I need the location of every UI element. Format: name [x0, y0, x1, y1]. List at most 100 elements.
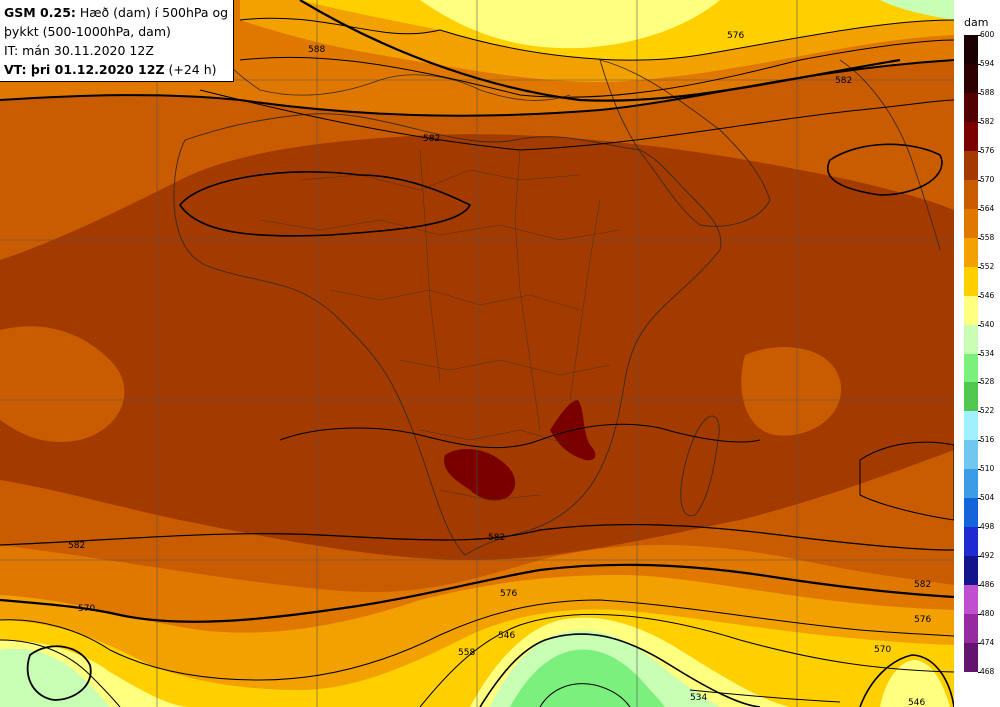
colorbar-tick: [978, 150, 981, 152]
field-546-552-north: [420, 0, 720, 49]
title-row: GSM 0.25: Hæð (dam) í 500hPa og: [4, 3, 229, 22]
title-line2: þykkt (500-1000hPa, dam): [4, 24, 171, 39]
madagascar-coastline: [680, 415, 720, 517]
contour-588-india: [827, 143, 943, 196]
colorbar-segment: [964, 353, 978, 383]
field-pocket-west: [0, 326, 125, 442]
colorbar-segment: [964, 498, 978, 528]
colorbar-tick: [978, 556, 981, 558]
colorbar-tick: [978, 179, 981, 181]
lead-time: (+24 h): [164, 62, 217, 77]
africa-coastline: [173, 113, 722, 556]
colorbar-label: 582: [980, 116, 995, 126]
colorbar-segment: [964, 295, 978, 326]
colorbar-label: 564: [980, 203, 995, 213]
colorbar-label: 534: [980, 348, 995, 358]
contours: [0, 0, 954, 707]
contour-label: 582: [835, 76, 852, 86]
valid-time: VT: þri 01.12.2020 12Z: [4, 62, 165, 77]
colorbar-label: 486: [980, 580, 995, 590]
contour-570-north: [239, 39, 954, 98]
colorbar-segment: [964, 382, 978, 412]
colorbar-tick: [978, 614, 981, 616]
colorbar-tick: [978, 498, 981, 500]
contour-label: 576: [500, 589, 517, 599]
colorbar-segment: [964, 643, 978, 673]
colorbar-label: 600: [980, 30, 995, 39]
colorbar: dam 600 594 588 582 576 570 564 558 552 546 540 534…: [954, 0, 1000, 707]
contour-label: 570: [874, 645, 891, 655]
contour-588-south: [279, 423, 761, 449]
colorbar-tick: [978, 672, 981, 673]
colorbar-tick: [978, 208, 981, 210]
colorbar-label: 498: [980, 522, 995, 532]
colorbar-label: 510: [980, 464, 995, 474]
colorbar-tick: [978, 237, 981, 239]
colorbar-segment: [964, 527, 978, 557]
colorbar-tick: [978, 469, 981, 471]
colorbar-segment: [964, 121, 978, 152]
field-546-552-se: [880, 660, 950, 707]
contour-labels: 588 582 582 576 582 582 570 576 582 576 …: [68, 31, 931, 707]
colorbar-label: 468: [980, 667, 995, 676]
colorbar-segment: [964, 266, 978, 297]
contour-552-sw: [26, 645, 92, 701]
colorbar-label: 540: [980, 319, 995, 329]
contour-588-sahara: [179, 171, 472, 237]
colorbar-label: 558: [980, 232, 995, 242]
contour-label: 546: [498, 631, 515, 641]
colorbar-tick: [978, 382, 981, 384]
colorbar-label: 552: [980, 261, 995, 271]
colorbar-label: 594: [980, 58, 995, 68]
contour-label: 582: [914, 580, 931, 590]
country-borders: [259, 149, 621, 501]
contour-588-se: [859, 441, 954, 521]
colorbar-tick: [978, 92, 981, 94]
contour-546-south: [539, 683, 841, 707]
india-coastline: [839, 59, 941, 251]
colorbar-label: 528: [980, 377, 995, 387]
contour-564-south: [0, 613, 954, 707]
contour-558-south: [479, 633, 954, 707]
contour-label: 558: [458, 648, 475, 658]
init-time: IT: mán 30.11.2020 12Z: [4, 43, 154, 58]
contour-label: 576: [727, 31, 744, 41]
colorbar-tick: [978, 411, 981, 413]
colorbar-segment: [964, 92, 978, 123]
contour-582-north: [199, 89, 954, 151]
colorbar-tick: [978, 295, 981, 297]
colorbar-label: 570: [980, 174, 995, 184]
colorbar-label: 480: [980, 609, 995, 619]
colorbar-segment: [964, 324, 978, 354]
colorbar-label: 492: [980, 551, 995, 561]
contour-label: 588: [308, 45, 325, 55]
contour-label: 582: [68, 541, 85, 551]
colorbar-segment: [964, 150, 978, 181]
colorbar-tick: [978, 353, 981, 355]
colorbar-label: 576: [980, 145, 995, 155]
field-pocket-east: [741, 347, 842, 436]
contour-label: 570: [78, 604, 95, 614]
colorbar-segment: [964, 585, 978, 615]
colorbar-tick: [978, 527, 981, 529]
field-540-546-north: [880, 0, 954, 20]
contour-570-south: [0, 599, 954, 681]
map-info-box: GSM 0.25: Hæð (dam) í 500hPa og þykkt (5…: [0, 0, 234, 82]
colorbar-segment: [964, 179, 978, 210]
title-line1: Hæð (dam) í 500hPa og: [75, 5, 229, 20]
colorbar-label: 474: [980, 638, 995, 648]
colorbar-tick: [978, 121, 981, 123]
colorbar-segment: [964, 614, 978, 644]
colorbar-label: 588: [980, 87, 995, 97]
model-label: GSM 0.25:: [4, 5, 76, 20]
colorbar-segment: [964, 237, 978, 268]
colorbar-label: 522: [980, 406, 995, 416]
arabia-coastline: [599, 59, 771, 227]
field-534-540-south: [510, 649, 665, 707]
contour-564-north: [299, 0, 901, 102]
colorbar-segment: [964, 208, 978, 239]
colorbar-label: 504: [980, 493, 995, 503]
colorbar-unit: dam: [964, 16, 989, 29]
colorbar-tick: [978, 35, 981, 36]
map-panel: 588 582 582 576 582 582 570 576 582 576 …: [0, 0, 954, 707]
